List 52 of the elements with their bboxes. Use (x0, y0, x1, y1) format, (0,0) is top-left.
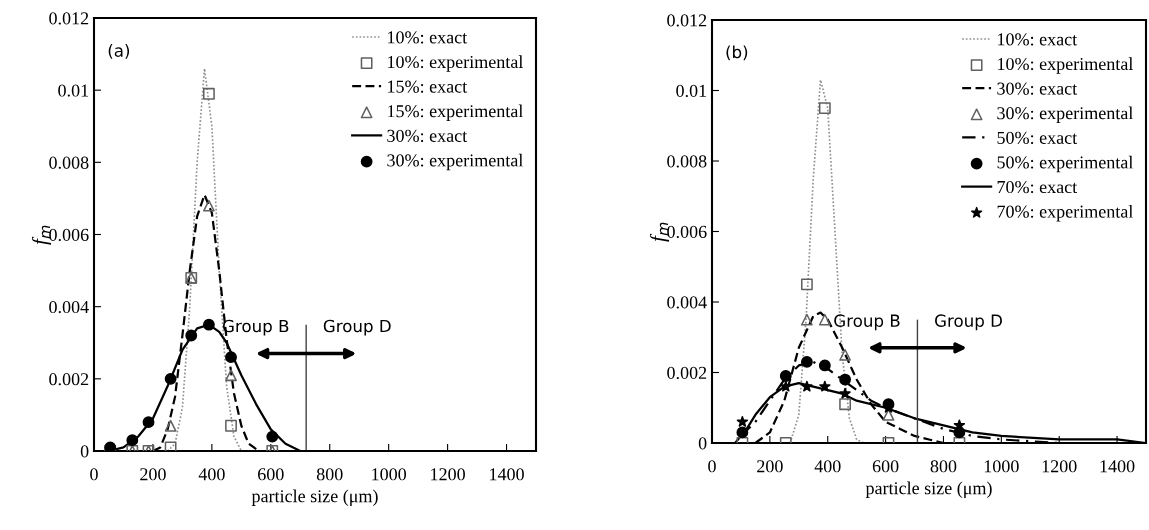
legend-label: 10%: exact (998, 33, 1078, 46)
y-tick-label: 0.004 (667, 296, 707, 309)
legend-label: 10%: exact (388, 31, 468, 44)
y-tick-label: 0.004 (49, 300, 89, 314)
annotation: Group D (323, 319, 391, 336)
legend-label: 50%: exact (997, 131, 1078, 144)
legend-label: 30%: exact (997, 82, 1078, 95)
y-tick-label: 0.006 (667, 225, 707, 239)
legend-label: 70%: experimental (997, 205, 1133, 222)
legend-label: 70%: exact (997, 180, 1078, 194)
y-tick-label: 0.012 (49, 12, 89, 25)
legend-label: 30%: experimental (387, 153, 523, 171)
x-tick-label: 400 (198, 468, 225, 481)
y-tick-label: 0.002 (667, 366, 707, 380)
x-tick-label: 1400 (1100, 460, 1135, 473)
y-tick-label: 0 (80, 445, 89, 458)
y-tick-label: 0.012 (667, 14, 707, 27)
x-tick-label: 0 (708, 460, 716, 473)
y-tick-label: 0.01 (58, 84, 89, 97)
y-tick-label: 0.006 (49, 228, 89, 242)
x-tick-label: 1200 (431, 468, 465, 481)
y-tick-label: 0.002 (49, 373, 89, 386)
annotation: (b) (726, 45, 748, 61)
annotation: (a) (108, 44, 130, 59)
x-tick-label: 600 (258, 468, 284, 481)
legend-label: 10%: experimental (998, 57, 1133, 74)
x-axis-title: particle size (μm) (865, 481, 992, 498)
y-tick-label: 0.008 (49, 156, 89, 169)
legend-label: 30%: experimental (997, 106, 1133, 123)
x-tick-label: 400 (814, 460, 841, 473)
annotation: Group D (935, 314, 1002, 331)
legend-label: 10%: experimental (388, 55, 523, 72)
x-axis-title: particle size (μm) (251, 489, 378, 506)
x-tick-label: 1000 (984, 460, 1019, 473)
x-tick-label: 1400 (490, 468, 524, 481)
x-tick-label: 800 (316, 468, 343, 481)
legend-label: 30%: exact (387, 129, 468, 142)
annotation: Group B (834, 314, 900, 331)
y-tick-label: 0.008 (667, 155, 707, 168)
legend-label: 50%: experimental (997, 155, 1133, 173)
x-tick-label: 1200 (1042, 460, 1077, 473)
x-tick-label: 800 (930, 460, 957, 473)
x-tick-label: 1000 (372, 468, 407, 481)
x-tick-label: 0 (90, 468, 98, 481)
legend-label: 15%: exact (388, 80, 468, 93)
annotation: Group B (222, 319, 289, 336)
legend-label: 15%: experimental (388, 104, 523, 121)
x-tick-label: 600 (872, 460, 899, 473)
x-tick-label: 200 (757, 460, 783, 473)
y-tick-label: 0.01 (676, 84, 707, 98)
x-tick-label: 200 (140, 468, 166, 481)
y-tick-label: 0 (698, 437, 707, 450)
